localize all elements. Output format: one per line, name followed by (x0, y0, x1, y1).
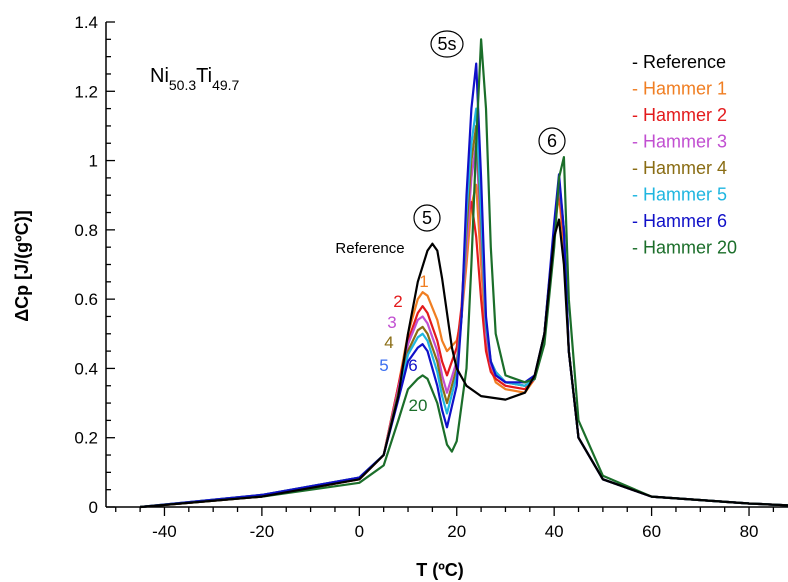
legend-entry-hammer-5: - Hammer 5 (632, 185, 727, 205)
x-tick-label: 60 (642, 522, 661, 541)
x-tick-label: 20 (447, 522, 466, 541)
x-tick-label: 0 (355, 522, 364, 541)
curve-label-1: 1 (419, 272, 428, 291)
y-tick-label: 1.2 (74, 82, 98, 101)
peak-marker-circle (430, 30, 464, 58)
peak-label: 5s (437, 34, 456, 54)
x-tick-label: -20 (250, 522, 275, 541)
y-tick-label: 0.4 (74, 359, 98, 378)
y-tick-label: 0.2 (74, 429, 98, 448)
legend-entry-hammer-3: - Hammer 3 (632, 132, 727, 152)
curve-label-20: 20 (409, 396, 428, 415)
curve-label-5: 5 (379, 356, 388, 375)
x-axis-title: T (ºC) (416, 560, 464, 580)
y-tick-label: 0.8 (74, 221, 98, 240)
x-tick-label: -40 (152, 522, 177, 541)
series-line-hammer-20 (140, 38, 788, 509)
curve-label-3: 3 (387, 313, 396, 332)
peak-label: 5 (422, 208, 432, 228)
y-axis-title: ΔCp [J/(gºC)] (12, 210, 32, 322)
peak-marker-circle (413, 204, 441, 232)
curves-layer (139, 38, 788, 509)
legend-entry-hammer-4: - Hammer 4 (632, 158, 727, 178)
peak-label: 6 (547, 131, 557, 151)
peak-marker-circle (538, 127, 566, 155)
y-tick-label: 1.4 (74, 13, 98, 32)
curve-label-6: 6 (408, 356, 417, 375)
legend-entry-hammer-2: - Hammer 2 (632, 105, 727, 125)
legend-entry-hammer-6: - Hammer 6 (632, 211, 727, 231)
y-tick-label: 0 (89, 498, 98, 517)
legend-entry-hammer-1: - Hammer 1 (632, 79, 727, 99)
legend-entry-reference: - Reference (632, 52, 726, 72)
curve-label-reference: Reference (335, 240, 404, 257)
y-tick-label: 0.6 (74, 290, 98, 309)
curve-label-4: 4 (384, 333, 393, 352)
legend: - Reference - Hammer 1 - Hammer 2 - Hammer … (632, 52, 737, 258)
x-tick-label: 80 (740, 522, 759, 541)
composition-label: Ni50.3Ti49.7 (150, 65, 240, 93)
x-tick-label: 40 (545, 522, 564, 541)
legend-entry-hammer-20: - Hammer 20 (632, 238, 737, 258)
axes-layer: 0 0.2 0.4 0.6 0.8 1 1.2 1.4 -40 -20 0 20 40 60 80 (74, 13, 788, 541)
series-line-hammer-4 (139, 124, 788, 509)
curve-label-2: 2 (393, 292, 402, 311)
y-tick-label: 1 (89, 152, 98, 171)
series-line-reference (140, 218, 788, 509)
